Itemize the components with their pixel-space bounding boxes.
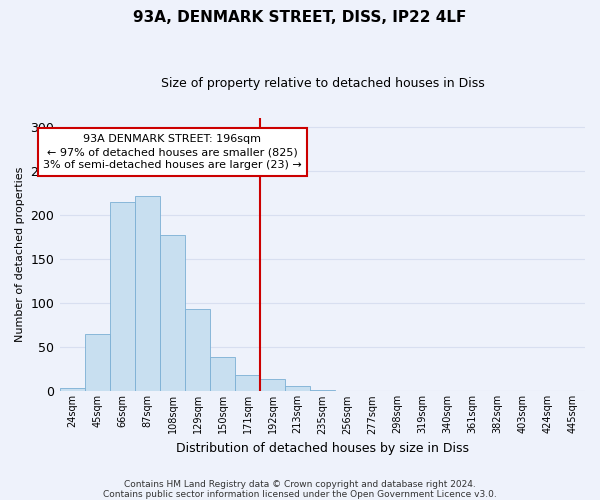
Bar [60,388,85,392]
Bar [385,390,410,392]
Bar [235,374,260,392]
Bar [210,357,235,392]
Y-axis label: Number of detached properties: Number of detached properties [15,167,25,342]
Bar [185,310,210,392]
Text: Contains HM Land Registry data © Crown copyright and database right 2024.: Contains HM Land Registry data © Crown c… [124,480,476,489]
Bar [160,236,185,392]
Bar [135,196,160,392]
Bar [285,386,310,392]
Bar [310,390,335,392]
Title: Size of property relative to detached houses in Diss: Size of property relative to detached ho… [161,78,484,90]
X-axis label: Distribution of detached houses by size in Diss: Distribution of detached houses by size … [176,442,469,455]
Bar [85,334,110,392]
Bar [560,390,585,392]
Text: 93A DENMARK STREET: 196sqm
← 97% of detached houses are smaller (825)
3% of semi: 93A DENMARK STREET: 196sqm ← 97% of deta… [43,134,302,170]
Bar [260,379,285,392]
Text: Contains public sector information licensed under the Open Government Licence v3: Contains public sector information licen… [103,490,497,499]
Bar [110,202,135,392]
Text: 93A, DENMARK STREET, DISS, IP22 4LF: 93A, DENMARK STREET, DISS, IP22 4LF [133,10,467,25]
